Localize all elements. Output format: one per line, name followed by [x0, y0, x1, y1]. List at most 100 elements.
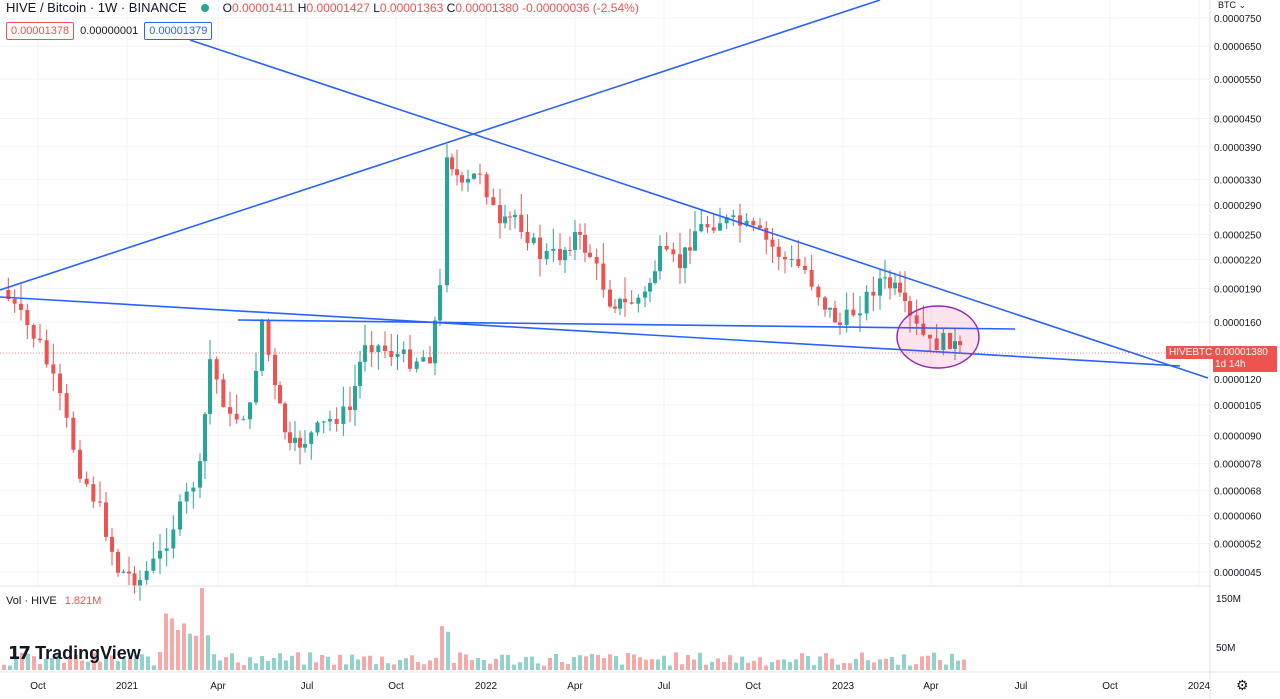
- candle-body: [858, 313, 862, 316]
- volume-bar: [956, 660, 960, 670]
- volume-bar: [686, 654, 690, 670]
- candle-body: [369, 345, 374, 353]
- candle-body: [44, 340, 49, 365]
- candle-body: [823, 297, 827, 310]
- volume-bar: [44, 658, 48, 670]
- time-axis-label: Oct: [30, 681, 46, 692]
- sell-price-button[interactable]: 0.00001378: [6, 22, 75, 40]
- volume-bar: [512, 664, 516, 670]
- candle-body: [104, 502, 108, 537]
- tradingview-logo[interactable]: 𝟭𝟳 TradingView: [8, 643, 141, 663]
- volume-bar: [776, 659, 780, 670]
- volume-bar: [164, 613, 168, 670]
- volume-bar: [560, 661, 564, 670]
- currency-selector[interactable]: BTC ⌄: [1218, 0, 1247, 10]
- candle-body: [91, 484, 96, 502]
- volume-bar: [182, 623, 186, 670]
- candle-body: [789, 258, 794, 260]
- volume-bar: [890, 656, 894, 670]
- volume-bar: [632, 654, 636, 670]
- candle-body: [334, 418, 339, 424]
- volume-bar: [674, 652, 678, 670]
- candle-body: [127, 571, 131, 574]
- volume-bar: [524, 657, 528, 670]
- candle-body: [348, 406, 352, 410]
- candle-body: [948, 332, 952, 349]
- candle-body: [498, 205, 502, 224]
- volume-bar: [884, 658, 888, 670]
- candle-body: [671, 249, 676, 255]
- volume-bar: [740, 656, 744, 670]
- gear-icon[interactable]: ⚙: [1236, 677, 1249, 693]
- volume-bar: [854, 658, 858, 670]
- candle-body: [758, 225, 762, 229]
- candle-body: [934, 338, 939, 350]
- volume-bar: [662, 655, 666, 670]
- volume-bar: [650, 659, 654, 670]
- volume-bar: [914, 664, 918, 670]
- volume-bar: [212, 654, 216, 670]
- candle-body: [376, 345, 381, 353]
- volume-bar: [938, 659, 942, 670]
- time-axis-label: Apr: [210, 681, 226, 692]
- candle-body: [58, 373, 62, 394]
- candle-body: [51, 364, 56, 374]
- candle-body: [908, 301, 912, 316]
- volume-bar: [932, 652, 936, 670]
- volume-bar: [440, 626, 444, 670]
- volume-bar: [254, 663, 258, 670]
- highlight-ellipse[interactable]: [896, 305, 980, 369]
- volume-bar: [920, 656, 924, 670]
- volume-bar: [20, 652, 24, 670]
- volume-bar: [224, 657, 228, 670]
- volume-bar: [950, 653, 954, 670]
- candle-body: [38, 338, 42, 341]
- candle-body: [816, 286, 821, 298]
- candle-body: [178, 501, 182, 530]
- chart-header: HIVE / Bitcoin · 1W · BINANCE O0.0000141…: [6, 0, 639, 15]
- candle-body: [421, 357, 426, 362]
- volume-bar: [110, 655, 114, 670]
- candle-body: [851, 309, 856, 316]
- candle-body: [353, 385, 357, 410]
- trend-line-descending[interactable]: [189, 39, 1209, 379]
- volume-bar: [296, 652, 300, 670]
- volume-bar: [200, 588, 204, 670]
- candle-body: [208, 359, 212, 414]
- candle-body: [928, 334, 932, 339]
- price-axis-label: 0.0000078: [1214, 460, 1262, 471]
- volume-bar: [32, 656, 36, 670]
- time-axis-label: 2021: [116, 681, 139, 692]
- candle-body: [613, 306, 617, 309]
- volume-bar: [758, 657, 762, 670]
- volume-bar: [620, 664, 624, 670]
- volume-bar: [302, 664, 306, 670]
- candle-body: [618, 298, 622, 309]
- volume-bar: [692, 659, 696, 670]
- candle-body: [871, 291, 876, 296]
- volume-bar: [266, 661, 270, 670]
- candle-body: [184, 491, 189, 502]
- support-line-lower[interactable]: [0, 296, 1181, 367]
- candle-body: [472, 173, 476, 179]
- candle-body: [395, 353, 400, 358]
- drawings: [0, 0, 1210, 379]
- volume-bar: [356, 659, 360, 670]
- price-axis-label: 0.0000250: [1214, 230, 1262, 241]
- support-line-horizontal[interactable]: [237, 319, 1016, 330]
- candle-body: [221, 379, 226, 408]
- volume-bar: [386, 663, 390, 670]
- symbol-title[interactable]: HIVE / Bitcoin · 1W · BINANCE: [6, 0, 187, 15]
- candle-body: [445, 157, 449, 286]
- trend-line-ascending[interactable]: [0, 0, 881, 291]
- volume-bar: [368, 655, 372, 670]
- buy-price-button[interactable]: 0.00001379: [144, 22, 213, 40]
- volume-bar: [206, 635, 210, 670]
- volume-bar: [380, 656, 384, 670]
- volume-bar: [284, 660, 288, 670]
- candle-body: [19, 303, 23, 310]
- volume-bar: [770, 662, 774, 670]
- candle-body: [203, 413, 207, 462]
- volume-bar: [62, 662, 66, 670]
